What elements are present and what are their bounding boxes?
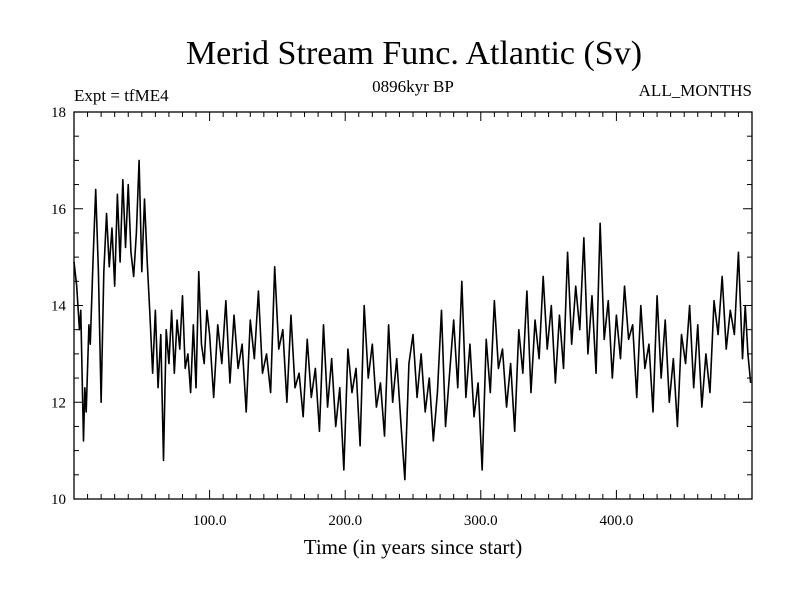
y-tick-label: 12: [51, 395, 66, 411]
y-tick-label: 16: [51, 202, 67, 218]
x-tick-label: 200.0: [328, 513, 362, 529]
y-axis: 10 12 14 16 18: [51, 105, 752, 508]
x-tick-label: 400.0: [600, 513, 634, 529]
x-axis: 100.0 200.0 300.0 400.0: [87, 112, 739, 529]
y-tick-label: 18: [51, 105, 66, 121]
period-label: 0896kyr BP: [372, 77, 454, 96]
plot-frame: [73, 111, 753, 500]
months-label: ALL_MONTHS: [639, 81, 752, 100]
series-line: [73, 159, 752, 481]
y-tick-label: 14: [51, 299, 67, 315]
x-tick-label: 300.0: [464, 513, 498, 529]
y-tick-label: 10: [51, 492, 66, 508]
series-group: [73, 159, 752, 481]
experiment-label: Expt = tfME4: [74, 86, 169, 105]
chart-title: Merid Stream Func. Atlantic (Sv): [186, 35, 642, 72]
x-axis-title: Time (in years since start): [304, 535, 523, 559]
x-tick-label: 100.0: [193, 513, 227, 529]
